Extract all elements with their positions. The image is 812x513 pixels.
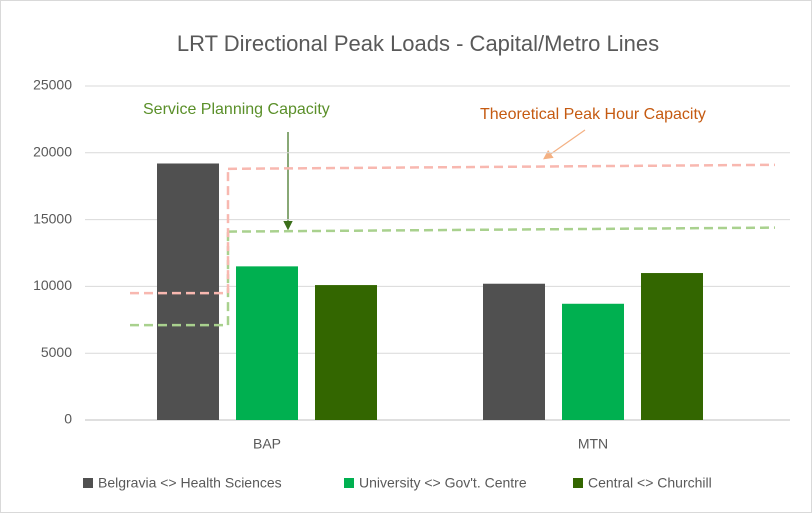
y-tick-label: 10000 [33, 277, 72, 293]
y-tick-label: 5000 [41, 344, 72, 360]
x-tick-label: BAP [253, 436, 281, 452]
bar [483, 283, 545, 420]
annotation: Service Planning Capacity [143, 101, 330, 118]
bar [641, 273, 703, 420]
reference-line [227, 226, 776, 233]
legend-label: Central <> Churchill [588, 475, 712, 491]
bar [562, 303, 624, 420]
bar [157, 163, 219, 420]
bar [236, 266, 298, 420]
annotation-arrow [543, 129, 586, 160]
y-tick-label: 20000 [33, 144, 72, 160]
legend-label: University <> Gov't. Centre [359, 475, 527, 491]
chart-title: LRT Directional Peak Loads - Capital/Met… [177, 31, 659, 56]
legend-swatch [573, 478, 583, 488]
y-tick-label: 25000 [33, 77, 72, 93]
y-tick-label: 0 [64, 411, 72, 427]
legend-swatch [83, 478, 93, 488]
bar [315, 285, 377, 420]
reference-line [227, 163, 776, 171]
y-tick-label: 15000 [33, 210, 72, 226]
legend-label: Belgravia <> Health Sciences [98, 475, 282, 491]
x-tick-label: MTN [578, 436, 608, 452]
annotation: Theoretical Peak Hour Capacity [480, 106, 706, 123]
legend-swatch [344, 478, 354, 488]
